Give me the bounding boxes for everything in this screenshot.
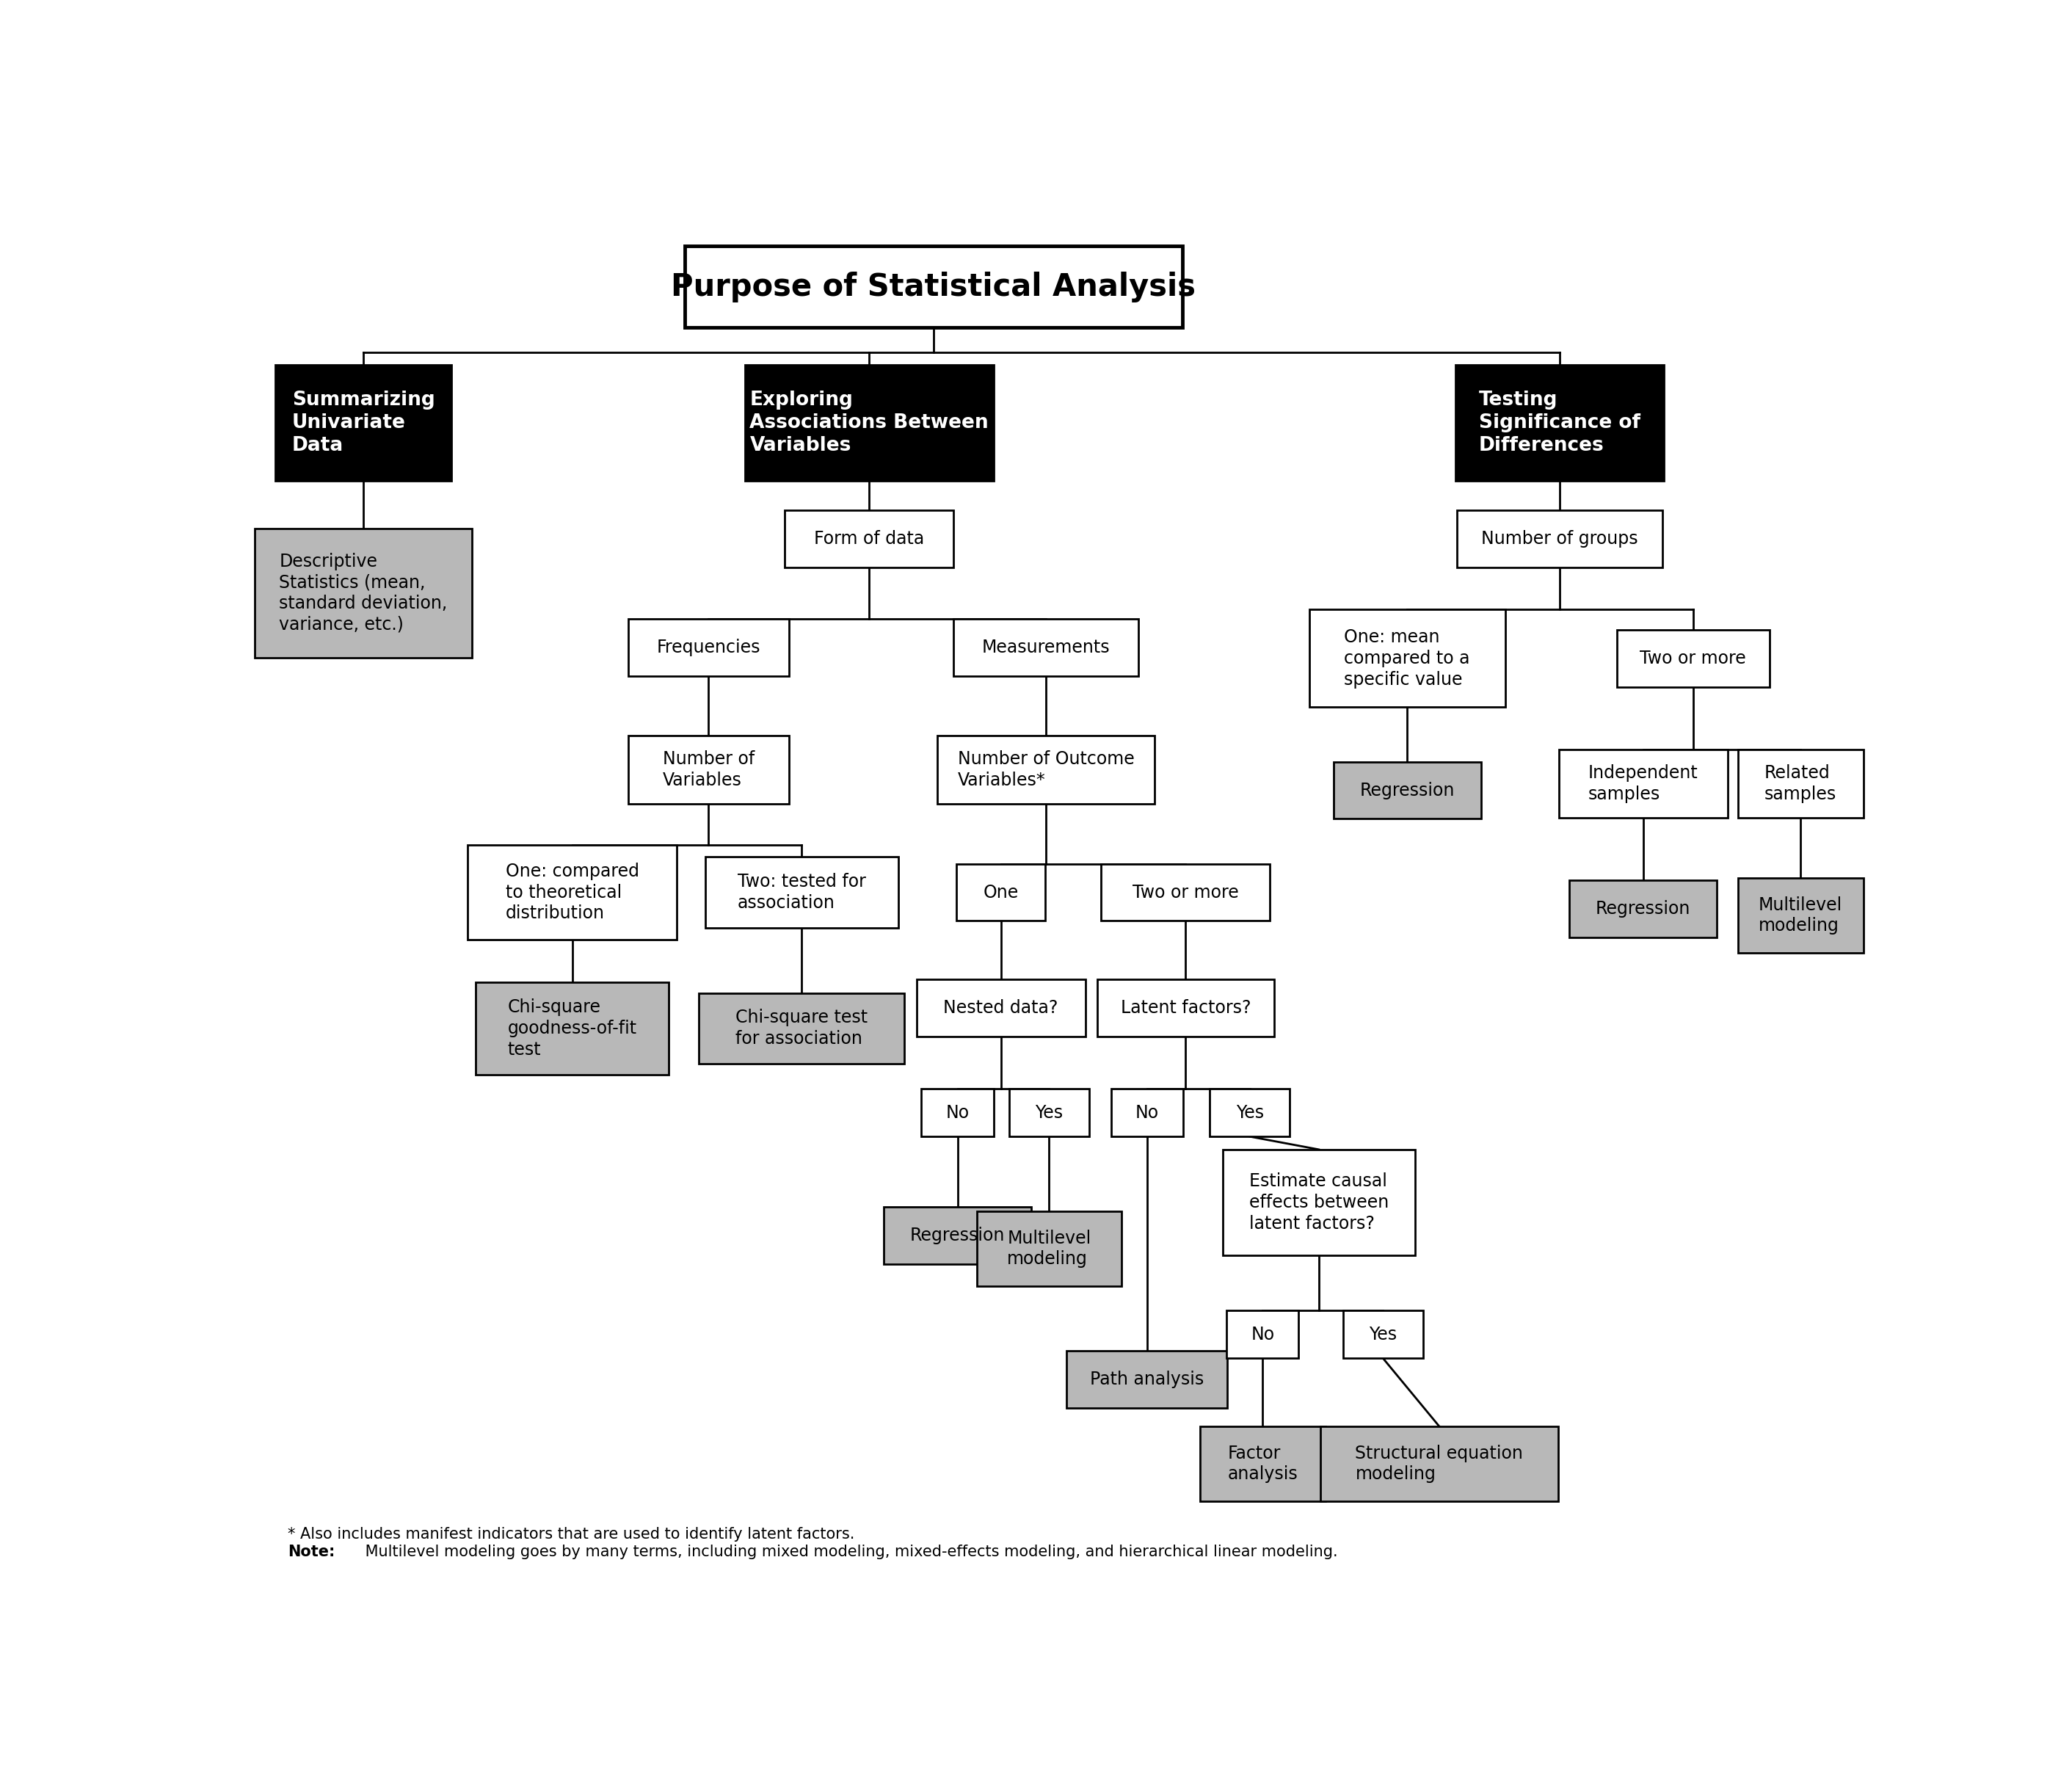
Text: Nested data?: Nested data? xyxy=(943,998,1059,1016)
Text: Chi-square test
for association: Chi-square test for association xyxy=(736,1009,868,1048)
FancyBboxPatch shape xyxy=(1332,762,1481,818)
FancyBboxPatch shape xyxy=(698,993,905,1064)
Text: Purpose of Statistical Analysis: Purpose of Statistical Analysis xyxy=(671,272,1196,302)
FancyBboxPatch shape xyxy=(628,735,789,804)
Text: Descriptive
Statistics (mean,
standard deviation,
variance, etc.): Descriptive Statistics (mean, standard d… xyxy=(280,553,448,634)
Text: Chi-square
goodness-of-fit
test: Chi-square goodness-of-fit test xyxy=(508,998,636,1058)
Text: Number of Outcome
Variables*: Number of Outcome Variables* xyxy=(957,751,1133,790)
FancyBboxPatch shape xyxy=(1067,1350,1227,1408)
Text: Frequencies: Frequencies xyxy=(657,638,760,656)
Text: Two or more: Two or more xyxy=(1133,884,1239,901)
FancyBboxPatch shape xyxy=(1616,629,1769,687)
Text: One: One xyxy=(984,884,1019,901)
FancyBboxPatch shape xyxy=(1569,880,1718,937)
Text: Path analysis: Path analysis xyxy=(1090,1371,1204,1389)
FancyBboxPatch shape xyxy=(883,1207,1032,1263)
FancyBboxPatch shape xyxy=(1558,749,1728,818)
Text: No: No xyxy=(1135,1104,1158,1122)
FancyBboxPatch shape xyxy=(953,618,1138,677)
Text: Number of groups: Number of groups xyxy=(1481,530,1639,548)
FancyBboxPatch shape xyxy=(1343,1311,1423,1359)
FancyBboxPatch shape xyxy=(1320,1426,1558,1502)
Text: No: No xyxy=(1251,1325,1274,1343)
Text: Yes: Yes xyxy=(1235,1104,1264,1122)
FancyBboxPatch shape xyxy=(468,845,675,940)
FancyBboxPatch shape xyxy=(1310,610,1504,707)
FancyBboxPatch shape xyxy=(1200,1426,1326,1502)
FancyBboxPatch shape xyxy=(785,511,953,567)
FancyBboxPatch shape xyxy=(276,366,452,481)
Text: Multilevel
modeling: Multilevel modeling xyxy=(1007,1230,1092,1269)
Text: Two or more: Two or more xyxy=(1639,650,1747,668)
FancyBboxPatch shape xyxy=(976,1212,1121,1286)
FancyBboxPatch shape xyxy=(937,735,1154,804)
FancyBboxPatch shape xyxy=(1009,1088,1090,1136)
Text: Latent factors?: Latent factors? xyxy=(1121,998,1251,1016)
Text: Multilevel modeling goes by many terms, including mixed modeling, mixed-effects : Multilevel modeling goes by many terms, … xyxy=(361,1544,1339,1560)
Text: Form of data: Form of data xyxy=(814,530,924,548)
Text: Regression: Regression xyxy=(1595,899,1691,917)
Text: Estimate causal
effects between
latent factors?: Estimate causal effects between latent f… xyxy=(1249,1173,1388,1232)
Text: Testing
Significance of
Differences: Testing Significance of Differences xyxy=(1479,391,1641,456)
FancyBboxPatch shape xyxy=(1210,1088,1291,1136)
FancyBboxPatch shape xyxy=(922,1088,995,1136)
FancyBboxPatch shape xyxy=(477,982,669,1074)
FancyBboxPatch shape xyxy=(684,246,1183,327)
FancyBboxPatch shape xyxy=(957,864,1044,921)
Text: Structural equation
modeling: Structural equation modeling xyxy=(1355,1444,1523,1483)
Text: One: compared
to theoretical
distribution: One: compared to theoretical distributio… xyxy=(506,862,638,922)
Text: Multilevel
modeling: Multilevel modeling xyxy=(1759,896,1842,935)
Text: One: mean
compared to a
specific value: One: mean compared to a specific value xyxy=(1345,629,1471,687)
Text: Yes: Yes xyxy=(1036,1104,1063,1122)
FancyBboxPatch shape xyxy=(704,857,897,928)
FancyBboxPatch shape xyxy=(1098,979,1274,1037)
FancyBboxPatch shape xyxy=(1222,1150,1415,1256)
Text: Yes: Yes xyxy=(1370,1325,1397,1343)
Text: Measurements: Measurements xyxy=(982,638,1111,656)
FancyBboxPatch shape xyxy=(744,366,995,481)
Text: Independent
samples: Independent samples xyxy=(1589,763,1699,802)
FancyBboxPatch shape xyxy=(628,618,789,677)
FancyBboxPatch shape xyxy=(1227,1311,1299,1359)
FancyBboxPatch shape xyxy=(1100,864,1270,921)
Text: Note:: Note: xyxy=(288,1544,336,1560)
Text: Two: tested for
association: Two: tested for association xyxy=(738,873,866,912)
Text: Exploring
Associations Between
Variables: Exploring Associations Between Variables xyxy=(750,391,988,456)
Text: Factor
analysis: Factor analysis xyxy=(1227,1444,1297,1483)
FancyBboxPatch shape xyxy=(1455,366,1664,481)
Text: Regression: Regression xyxy=(910,1226,1005,1244)
FancyBboxPatch shape xyxy=(1738,878,1863,952)
FancyBboxPatch shape xyxy=(1738,749,1863,818)
Text: Number of
Variables: Number of Variables xyxy=(663,751,754,790)
Text: No: No xyxy=(945,1104,970,1122)
Text: Regression: Regression xyxy=(1359,781,1455,799)
Text: Related
samples: Related samples xyxy=(1765,763,1836,802)
FancyBboxPatch shape xyxy=(916,979,1086,1037)
Text: Summarizing
Univariate
Data: Summarizing Univariate Data xyxy=(292,391,435,456)
FancyBboxPatch shape xyxy=(1457,511,1662,567)
FancyBboxPatch shape xyxy=(1111,1088,1183,1136)
FancyBboxPatch shape xyxy=(255,528,472,657)
Text: * Also includes manifest indicators that are used to identify latent factors.: * Also includes manifest indicators that… xyxy=(288,1527,856,1543)
